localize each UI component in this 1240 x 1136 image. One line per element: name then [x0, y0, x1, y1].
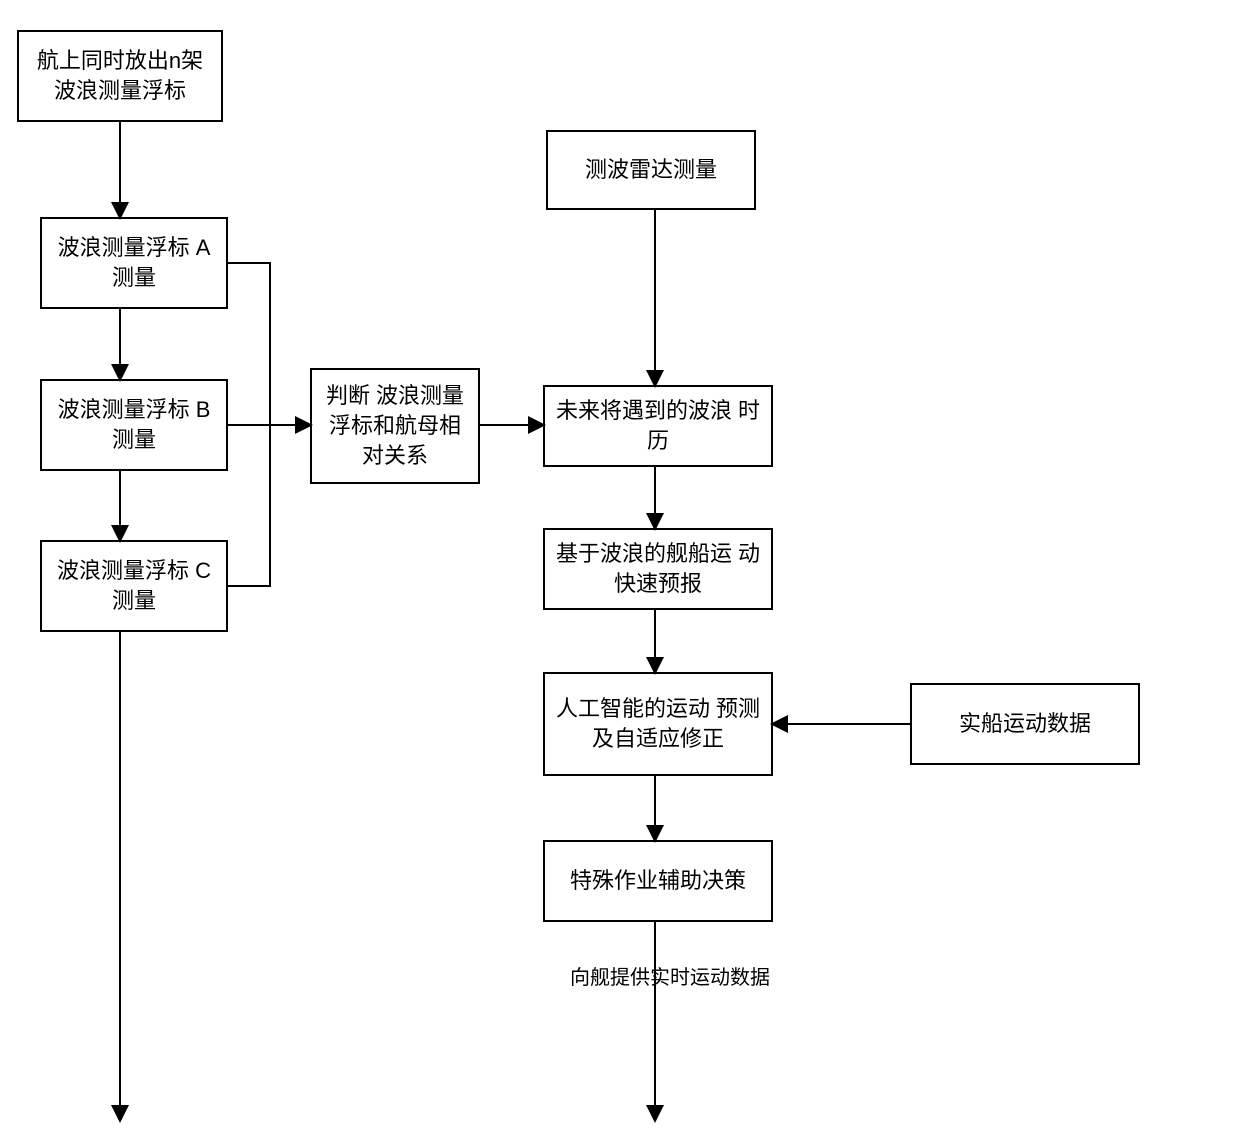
node-text: 未来将遇到的波浪 时历	[553, 396, 763, 455]
edge-label-provide-realtime: 向舰提供实时运动数据	[560, 965, 780, 992]
node-text: 判断 波浪测量浮标和航母相对关系	[320, 381, 470, 470]
flowchart-node-buoy-a-measure: 波浪测量浮标 A测量	[40, 217, 228, 309]
flowchart-node-buoy-c-measure: 波浪测量浮标 C测量	[40, 540, 228, 632]
flowchart-node-ai-motion-correct: 人工智能的运动 预测及自适应修正	[543, 672, 773, 776]
node-text: 基于波浪的舰船运 动快速预报	[553, 539, 763, 598]
label-text: 向舰提供实时运动数据	[570, 967, 770, 989]
flowchart-node-wave-radar: 测波雷达测量	[546, 130, 756, 210]
node-text: 航上同时放出n架 波浪测量浮标	[27, 46, 213, 105]
flowchart-node-ops-decision: 特殊作业辅助决策	[543, 840, 773, 922]
node-text: 波浪测量浮标 C测量	[50, 556, 218, 615]
node-text: 波浪测量浮标 A测量	[50, 233, 218, 292]
node-text: 人工智能的运动 预测及自适应修正	[553, 694, 763, 753]
flowchart-node-relative-relation: 判断 波浪测量浮标和航母相对关系	[310, 368, 480, 484]
flowchart-node-ship-motion-fcst: 基于波浪的舰船运 动快速预报	[543, 528, 773, 610]
flowchart-node-deploy-n-buoys: 航上同时放出n架 波浪测量浮标	[17, 30, 223, 122]
node-text: 实船运动数据	[959, 709, 1091, 739]
node-text: 波浪测量浮标 B测量	[50, 395, 218, 454]
node-text: 测波雷达测量	[585, 155, 717, 185]
node-text: 特殊作业辅助决策	[570, 866, 746, 896]
edge-e5	[228, 263, 270, 586]
flowchart-node-buoy-b-measure: 波浪测量浮标 B测量	[40, 379, 228, 471]
flowchart-node-future-wave-hist: 未来将遇到的波浪 时历	[543, 385, 773, 467]
flowchart-node-real-ship-data: 实船运动数据	[910, 683, 1140, 765]
